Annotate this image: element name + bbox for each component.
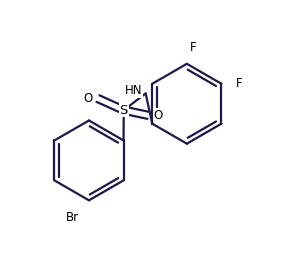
Text: O: O <box>153 109 163 122</box>
Text: F: F <box>236 77 242 90</box>
Text: S: S <box>120 104 128 117</box>
Text: Br: Br <box>65 211 79 224</box>
Text: HN: HN <box>125 84 143 97</box>
Text: O: O <box>83 92 93 105</box>
Text: F: F <box>189 40 196 54</box>
